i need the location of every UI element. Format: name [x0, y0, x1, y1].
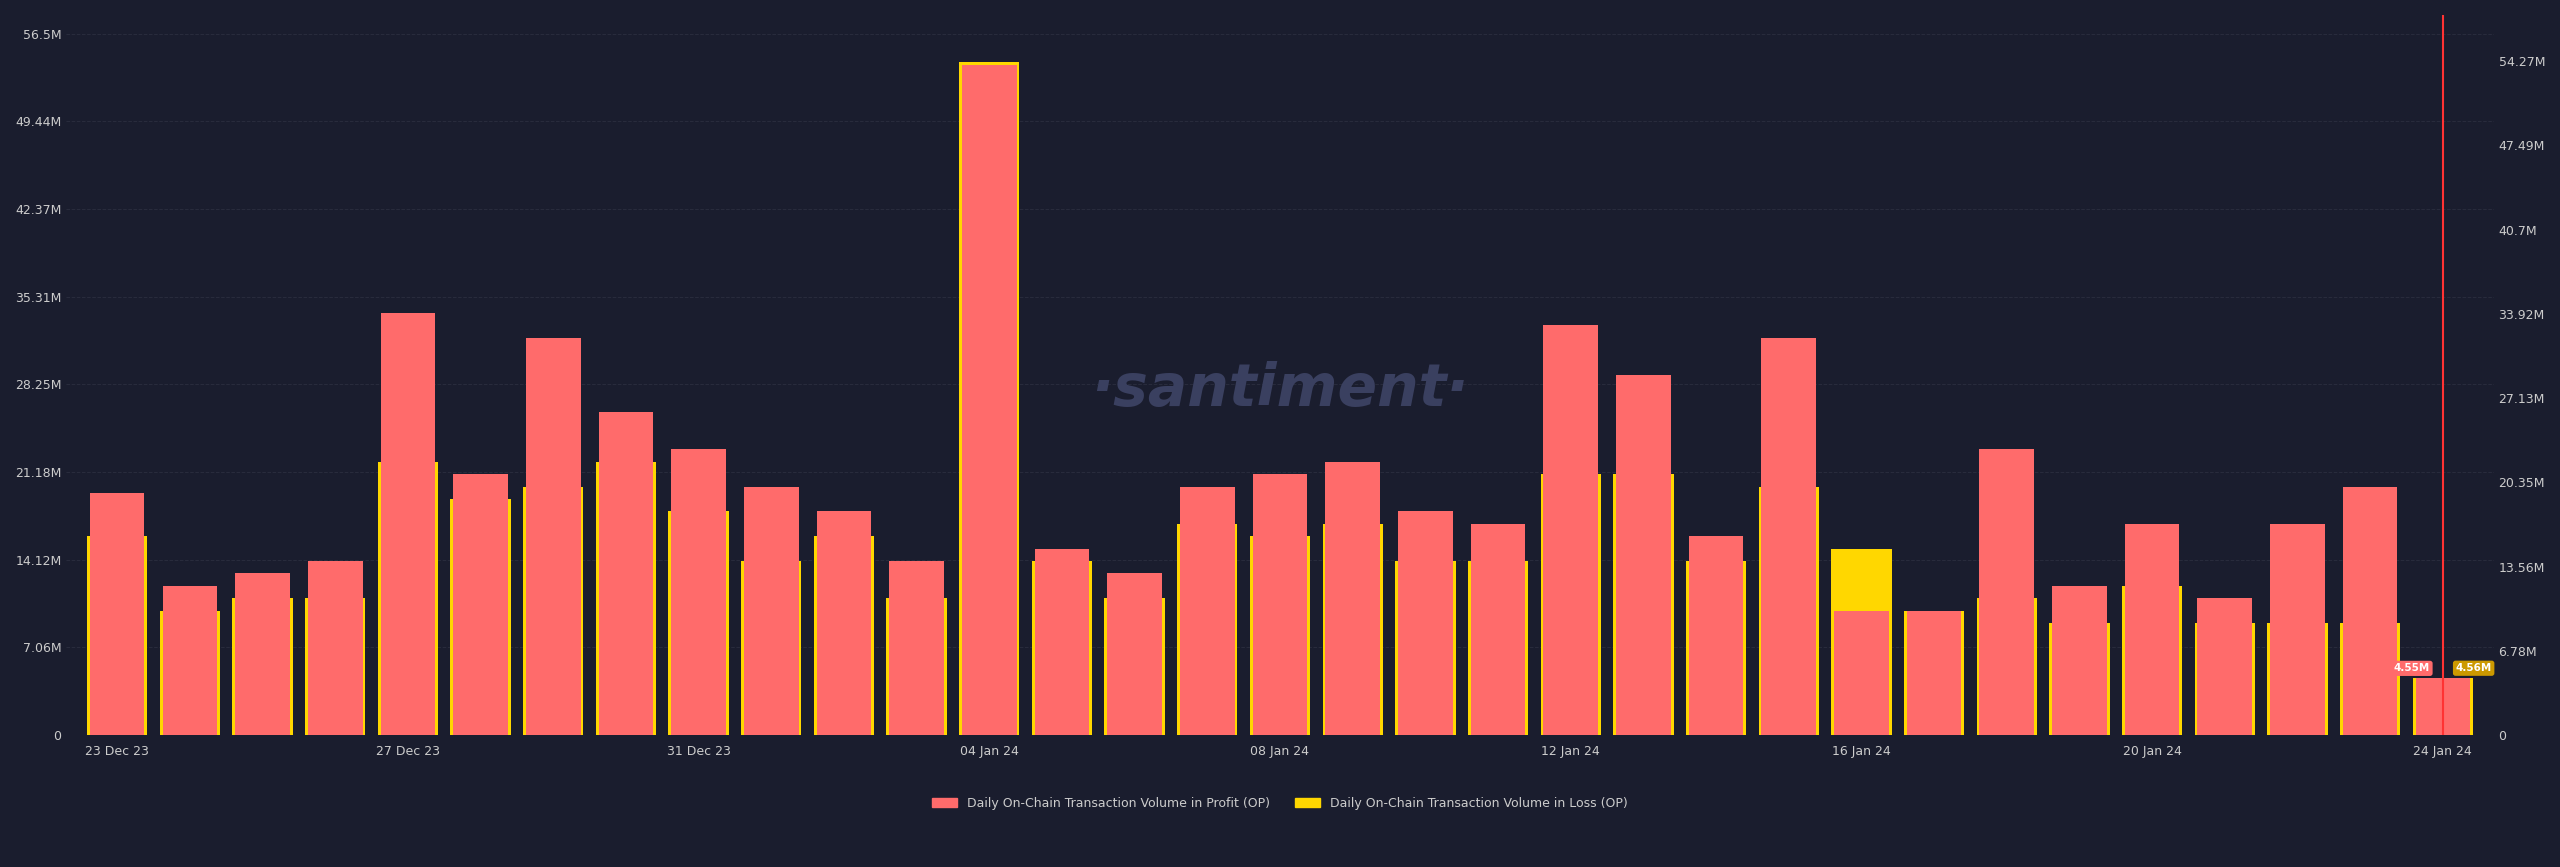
- Bar: [960, 62, 1019, 735]
- Bar: [2194, 623, 2255, 735]
- Bar: [2048, 623, 2109, 735]
- Bar: [1034, 549, 1088, 735]
- Bar: [671, 449, 727, 735]
- Bar: [668, 512, 730, 735]
- Bar: [817, 512, 870, 735]
- Bar: [1108, 573, 1162, 735]
- Bar: [1467, 561, 1528, 735]
- Bar: [233, 598, 292, 735]
- Bar: [886, 598, 947, 735]
- Bar: [1761, 337, 1815, 735]
- Bar: [1398, 512, 1452, 735]
- Text: 4.55M: 4.55M: [2394, 663, 2429, 674]
- Bar: [1833, 610, 1889, 735]
- Bar: [236, 573, 289, 735]
- Bar: [1326, 462, 1380, 735]
- Bar: [453, 474, 507, 735]
- Bar: [1324, 524, 1382, 735]
- Bar: [1690, 536, 1743, 735]
- Bar: [164, 586, 218, 735]
- Bar: [814, 536, 873, 735]
- Bar: [596, 462, 655, 735]
- Bar: [2196, 598, 2253, 735]
- Bar: [1830, 549, 1892, 735]
- Bar: [1541, 474, 1600, 735]
- Bar: [451, 499, 512, 735]
- Bar: [1615, 375, 1672, 735]
- Bar: [1976, 598, 2038, 735]
- Bar: [1252, 474, 1308, 735]
- Bar: [2053, 586, 2107, 735]
- Bar: [1759, 486, 1818, 735]
- Bar: [381, 313, 435, 735]
- Bar: [2342, 486, 2396, 735]
- Bar: [1032, 561, 1093, 735]
- Legend: Daily On-Chain Transaction Volume in Profit (OP), Daily On-Chain Transaction Vol: Daily On-Chain Transaction Volume in Pro…: [927, 792, 1633, 815]
- Bar: [888, 561, 945, 735]
- Bar: [2417, 678, 2470, 735]
- Bar: [305, 598, 366, 735]
- Bar: [1907, 610, 1961, 735]
- Bar: [159, 610, 220, 735]
- Bar: [2412, 678, 2473, 735]
- Bar: [1613, 474, 1674, 735]
- Bar: [1687, 561, 1746, 735]
- Text: ·santiment·: ·santiment·: [1091, 361, 1469, 418]
- Bar: [2122, 586, 2181, 735]
- Bar: [2340, 623, 2401, 735]
- Bar: [1905, 610, 1964, 735]
- Bar: [745, 486, 799, 735]
- Bar: [1472, 524, 1526, 735]
- Bar: [90, 492, 143, 735]
- Bar: [2125, 524, 2179, 735]
- Bar: [379, 462, 438, 735]
- Bar: [599, 412, 653, 735]
- Bar: [1979, 449, 2035, 735]
- Bar: [1180, 486, 1234, 735]
- Bar: [522, 486, 584, 735]
- Bar: [1249, 536, 1311, 735]
- Bar: [963, 65, 1016, 735]
- Bar: [1103, 598, 1165, 735]
- Text: 4.56M: 4.56M: [2455, 663, 2491, 674]
- Bar: [525, 337, 581, 735]
- Bar: [307, 561, 364, 735]
- Bar: [1544, 325, 1597, 735]
- Bar: [742, 561, 801, 735]
- Bar: [2271, 524, 2324, 735]
- Bar: [1395, 561, 1457, 735]
- Bar: [2268, 623, 2327, 735]
- Bar: [1178, 524, 1236, 735]
- Bar: [87, 536, 148, 735]
